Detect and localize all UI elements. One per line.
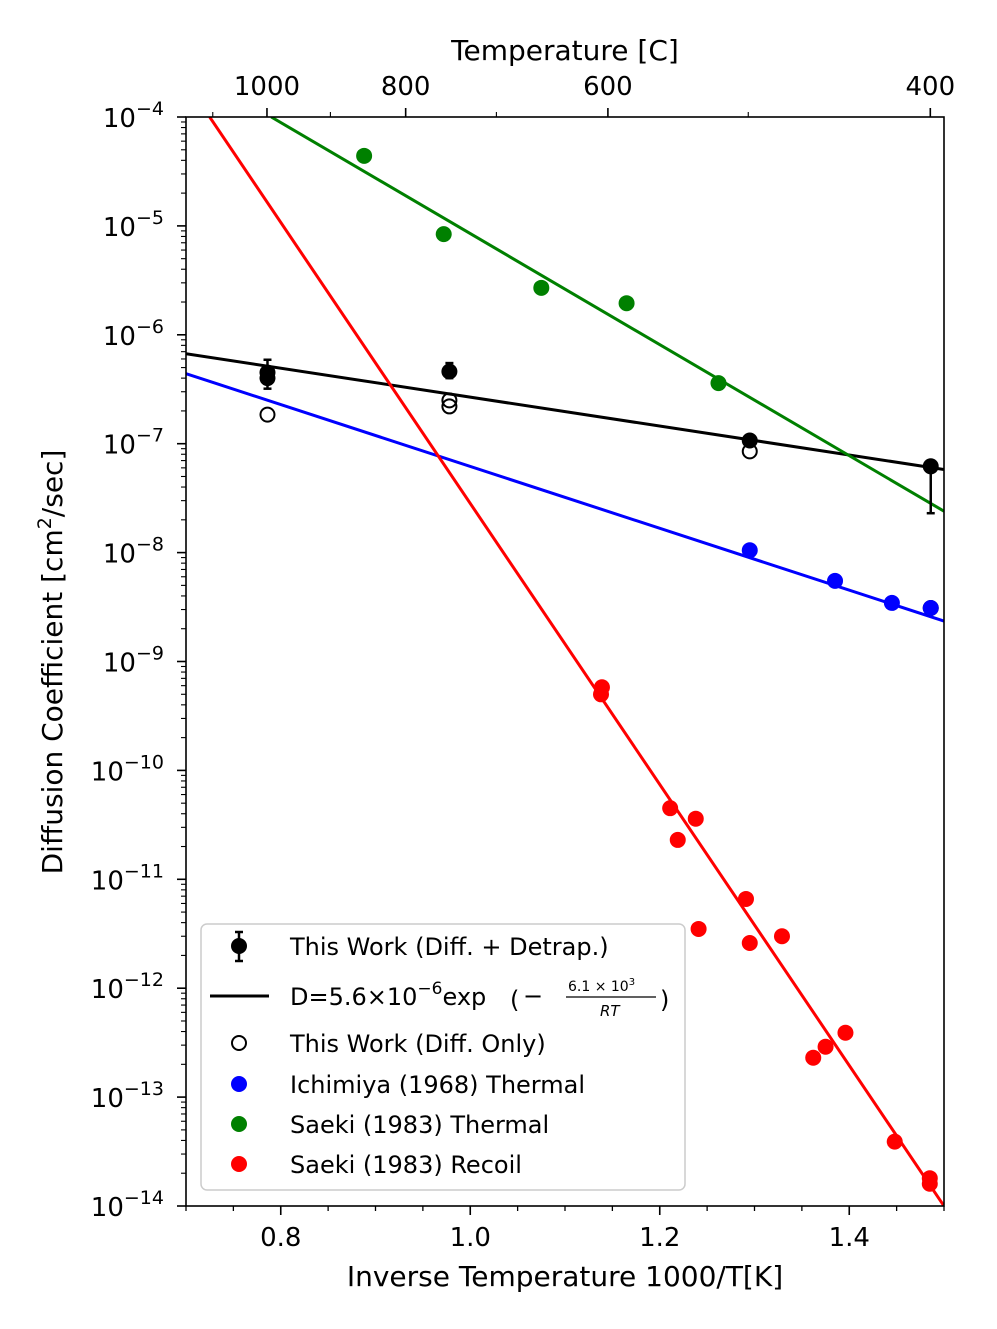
top-tick-label-3: 400 (905, 72, 955, 102)
y-tick-label-9: 10−13 (91, 1078, 164, 1114)
point-4-9 (837, 1024, 854, 1041)
legend-fit-label: D=5.6×10 (290, 983, 417, 1011)
point-3-3 (618, 295, 635, 312)
x-axis-label: Inverse Temperature 1000/T[K] (347, 1260, 783, 1293)
legend-fit-exp-sup: −6 (417, 979, 442, 999)
point-2-3 (922, 599, 939, 616)
legend-fit-minus: − (523, 982, 543, 1010)
x-tick-label-0: 0.8 (260, 1223, 301, 1253)
legend-fit-frac-num: 6.1 × 103 (568, 977, 635, 995)
legend-label-saeki-thermal: Saeki (1983) Thermal (290, 1111, 549, 1139)
y-tick-label-10: 10−14 (91, 1187, 164, 1223)
point-4-1 (593, 686, 610, 703)
legend-fit-paren-open: ( (510, 986, 519, 1014)
fit-line-0 (186, 352, 944, 471)
y-tick-label-0: 10−4 (103, 98, 164, 134)
y-tick-label-2: 10−6 (103, 316, 164, 352)
point-4-3 (687, 810, 704, 827)
legend-fit-paren-close: ) (660, 986, 669, 1014)
legend-label-fit-equation: D=5.6×10−6exp (290, 979, 486, 1011)
point-4-5 (737, 890, 754, 907)
point-4-14 (921, 1175, 938, 1192)
legend-marker-saeki-recoil (231, 1156, 247, 1172)
y-axis-label: Diffusion Coefficient [cm2/sec] (34, 450, 69, 875)
point-4-7 (741, 935, 758, 952)
point-open-1-3 (741, 443, 758, 460)
fit-line-1 (186, 372, 944, 623)
point-2-2 (883, 594, 900, 611)
point-0-1 (259, 364, 276, 381)
legend: This Work (Diff. + Detrap.) D=5.6×10−6ex… (200, 923, 686, 1191)
point-3-4 (710, 375, 727, 392)
point-4-6 (690, 920, 707, 937)
top-tick-label-1: 800 (381, 72, 431, 102)
y-tick-label-7: 10−11 (91, 860, 164, 896)
fit-line-3 (208, 117, 944, 1206)
legend-label-saeki-recoil: Saeki (1983) Recoil (290, 1151, 522, 1179)
legend-fit-frac-den: RT (600, 1002, 621, 1020)
y-axis-label-tail: /sec] (36, 450, 69, 518)
fit-lines (186, 117, 944, 1206)
point-open-1-1 (441, 398, 458, 415)
point-4-12 (886, 1133, 903, 1150)
point-2-1 (827, 572, 844, 589)
y-tick-label-4: 10−8 (103, 534, 164, 570)
point-open-1-0 (259, 406, 276, 423)
legend-marker-errorbar (231, 930, 247, 963)
top-tick-label-0: 1000 (234, 72, 300, 102)
point-open-1-2 (441, 392, 458, 409)
point-3-1 (435, 226, 452, 243)
y-tick-label-6: 10−10 (91, 751, 164, 787)
legend-marker-saeki-thermal (231, 1116, 247, 1132)
legend-label-diff-only: This Work (Diff. Only) (289, 1030, 546, 1058)
x-tick-label-3: 1.4 (829, 1223, 870, 1253)
bottom-x-axis: 0.8 1.0 1.2 1.4 (185, 1206, 945, 1253)
top-axis-label: Temperature [C] (450, 34, 679, 67)
legend-marker-ichimiya (231, 1076, 247, 1092)
point-2-0 (741, 542, 758, 559)
y-tick-label-5: 10−9 (103, 643, 164, 679)
legend-box (200, 923, 686, 1191)
y-tick-label-8: 10−12 (91, 969, 164, 1005)
point-4-4 (669, 831, 686, 848)
y-axis-label-sup: 2 (34, 517, 56, 529)
point-3-0 (356, 147, 373, 164)
legend-label-ichimiya: Ichimiya (1968) Thermal (290, 1071, 585, 1099)
top-tick-label-2: 600 (583, 72, 633, 102)
point-4-8 (773, 928, 790, 945)
x-tick-label-1: 1.0 (450, 1223, 491, 1253)
fit-line-2 (270, 117, 944, 513)
x-tick-label-2: 1.2 (639, 1223, 680, 1253)
point-4-11 (805, 1049, 822, 1066)
data-points (259, 147, 939, 1192)
point-4-10 (817, 1038, 834, 1055)
y-axis-label-main: Diffusion Coefficient [cm (36, 529, 69, 874)
point-0-2 (441, 363, 458, 380)
legend-marker-open (231, 1035, 247, 1051)
y-tick-label-3: 10−7 (103, 425, 164, 461)
point-4-2 (662, 800, 679, 817)
top-x-axis: 1000 800 600 400 (212, 72, 955, 117)
point-3-2 (533, 279, 550, 296)
legend-label-this-work-detrap: This Work (Diff. + Detrap.) (289, 933, 609, 961)
legend-fit-exp: exp (442, 983, 486, 1011)
point-0-4 (922, 458, 939, 475)
y-tick-label-1: 10−5 (103, 207, 164, 243)
left-y-axis: 10−4 10−5 10−6 10−7 10−8 10−9 10−10 10−11 10−12 1… (91, 98, 186, 1223)
